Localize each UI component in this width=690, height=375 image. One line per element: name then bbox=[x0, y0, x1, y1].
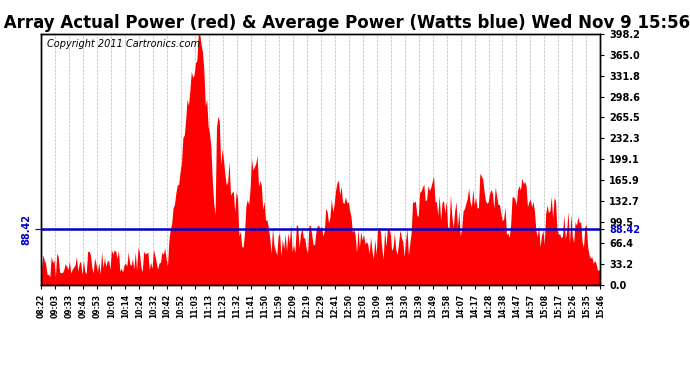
Title: West Array Actual Power (red) & Average Power (Watts blue) Wed Nov 9 15:56: West Array Actual Power (red) & Average … bbox=[0, 14, 690, 32]
Text: Copyright 2011 Cartronics.com: Copyright 2011 Cartronics.com bbox=[47, 39, 200, 49]
